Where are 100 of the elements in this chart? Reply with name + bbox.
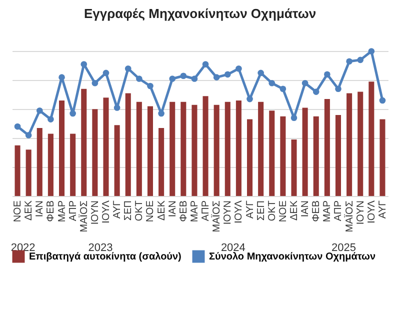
text: 2023 [88, 242, 113, 254]
x-tick-label: ΙΟΥΛ [366, 200, 378, 224]
point [312, 88, 320, 95]
point [368, 48, 375, 54]
bar [48, 134, 54, 196]
bar [170, 102, 176, 196]
bar [324, 99, 330, 196]
bar [125, 93, 131, 196]
point [258, 70, 264, 76]
point [169, 76, 176, 82]
legend-label: Σύνολο Μηχανοκίνητων Οχημάτων [209, 252, 376, 263]
x-tick-label: ΜΑΡ [189, 200, 200, 222]
point [92, 80, 98, 86]
bar [180, 102, 186, 196]
bar [258, 102, 264, 196]
point [324, 71, 330, 78]
bar [302, 108, 308, 196]
point [236, 65, 242, 72]
point [202, 61, 209, 68]
point [180, 72, 187, 80]
point [80, 61, 88, 68]
x-tick-label: ΙΟΥΛ [234, 200, 245, 224]
x-tick-label: ΔΕΚ [289, 200, 300, 221]
point [191, 76, 198, 82]
x-tick-label: ΦΕΒ [178, 200, 190, 222]
bar [224, 102, 230, 196]
point [280, 86, 286, 92]
point [224, 71, 231, 78]
x-tick-label: ΑΠΡ [333, 200, 344, 222]
bar [380, 119, 386, 196]
x-tick-label: ΔΕΚ [24, 200, 35, 221]
x-tick-label: ΑΥΓ [112, 200, 124, 219]
point [25, 132, 32, 138]
bar [147, 106, 153, 196]
point [158, 110, 164, 117]
x-tick-label: ΙΟΥΛ [101, 200, 112, 224]
x-tick-label: ΦΕΒ [311, 200, 322, 222]
bar [158, 128, 164, 196]
bar [346, 93, 352, 196]
point [58, 74, 65, 80]
bar [92, 109, 98, 196]
bar [269, 110, 275, 196]
bar [214, 104, 220, 196]
bar [26, 150, 32, 196]
point [246, 96, 253, 102]
bar [247, 119, 253, 196]
point [302, 80, 308, 86]
point [357, 56, 364, 64]
bar [202, 96, 208, 196]
x-tick-label: ΣΕΠ [256, 200, 267, 221]
bar [59, 100, 65, 196]
bar [81, 88, 87, 196]
point [346, 58, 352, 65]
bar [192, 104, 198, 196]
x-tick-label: ΙΑΝ [167, 200, 178, 218]
point [70, 110, 76, 117]
bar [70, 134, 76, 196]
bar [291, 140, 297, 196]
x-tick-label: ΜΑΪΟΣ [343, 200, 356, 232]
point [102, 70, 110, 76]
chart-title: Εγγραφές Μηχανοκίνητων Οχημάτων [84, 6, 316, 21]
x-tick-label: ΑΥΓ [244, 200, 256, 219]
x-tick-label: ΙΑΝ [34, 200, 46, 218]
point [124, 65, 132, 72]
x-tick-label: ΙΟΥΝ [355, 200, 366, 225]
x-tick-label: ΟΚΤ [134, 200, 146, 222]
bar [236, 100, 242, 196]
x-tick-label: ΑΠΡ [68, 200, 79, 222]
bar [280, 116, 286, 196]
point [335, 86, 342, 92]
bar [114, 125, 120, 196]
bar [14, 145, 20, 196]
x-tick-label: ΣΕΠ [123, 200, 134, 221]
x-tick-label: ΜΑΪΟΣ [78, 200, 90, 232]
point [379, 97, 386, 104]
bar [313, 116, 319, 196]
point [114, 104, 120, 111]
x-tick-label: ΟΚΤ [266, 200, 278, 222]
x-tick-label: ΦΕΒ [46, 200, 57, 222]
legend-label: Επιβατηγά αυτοκίνητα (σαλούν) [29, 252, 182, 263]
x-tick-label: ΑΠΡ [200, 200, 212, 222]
x-tick-label: ΝΟΕ [145, 200, 156, 222]
x-tick-label: ΜΑΡ [322, 200, 334, 222]
bar [36, 128, 42, 196]
x-tick-label: ΑΥΓ [377, 200, 388, 219]
bar [335, 114, 341, 196]
x-tick-label: ΙΟΥΝ [222, 200, 234, 225]
bar [136, 102, 142, 196]
point [14, 123, 21, 130]
x-tick-label: ΔΕΚ [156, 200, 168, 221]
point [36, 107, 43, 114]
point [268, 80, 276, 86]
point [213, 74, 220, 80]
point [290, 114, 298, 121]
x-tick-label: ΝΟΕ [12, 200, 24, 222]
point [48, 116, 54, 122]
point [136, 76, 142, 82]
x-tick-label: ΙΟΥΝ [90, 200, 101, 225]
point [147, 82, 154, 90]
bar [368, 82, 374, 196]
